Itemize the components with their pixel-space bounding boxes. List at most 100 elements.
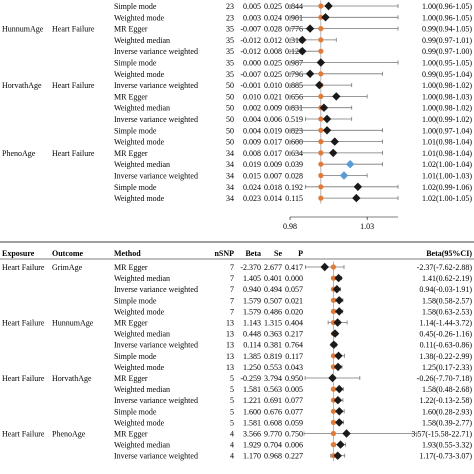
nsnp-value: 7 (230, 263, 234, 272)
p-value: 0.310 (285, 36, 303, 45)
method-label: MR Egger (114, 430, 148, 439)
beta-value: 0.004 (243, 126, 261, 135)
estimate-diamond (298, 35, 307, 45)
se-value: 0.010 (264, 81, 282, 90)
column-header: Beta (245, 249, 261, 258)
nsnp-value: 50 (226, 92, 234, 101)
beta-value: 1.581 (243, 385, 261, 394)
ci-text: 1.38(-0.22-2.99) (419, 352, 472, 361)
nsnp-value: 34 (226, 149, 234, 158)
beta-value: 1.385 (243, 352, 261, 361)
nsnp-value: 50 (226, 104, 234, 113)
ci-text: 1.58(0.39-2.77) (422, 418, 472, 427)
beta-value: 0.024 (243, 183, 261, 192)
nsnp-value: 35 (226, 36, 234, 45)
reference-dot (318, 184, 324, 190)
beta-value: 1.929 (243, 441, 261, 450)
nsnp-value: 13 (226, 352, 234, 361)
estimate-diamond (339, 171, 349, 180)
ci-text: 1.00(0.98-1.03) (422, 92, 472, 101)
nsnp-value: 7 (230, 296, 234, 305)
p-value: 0.656 (285, 92, 303, 101)
ci-text: 1.41(0.62-2.19) (422, 274, 472, 283)
reference-dot (330, 264, 337, 270)
nsnp-value: 35 (226, 47, 234, 56)
p-value: 0.776 (285, 25, 303, 34)
beta-value: 0.019 (243, 160, 261, 169)
p-value: 0.005 (285, 385, 303, 394)
outcome-label: GrimAge (52, 263, 83, 272)
reference-dot (318, 195, 324, 201)
beta-value: 0.940 (243, 285, 261, 294)
beta-value: 0.114 (243, 341, 261, 350)
estimate-diamond (315, 80, 324, 90)
nsnp-value: 50 (226, 126, 234, 135)
ci-text: 1.58(0.48-2.68) (422, 385, 472, 394)
estimate-diamond (335, 407, 344, 416)
beta-value: -2.370 (240, 263, 261, 272)
p-value: 0.417 (285, 263, 303, 272)
reference-dot (318, 139, 324, 145)
method-label: Inverse variance weighted (114, 341, 198, 350)
beta-value: 0.005 (243, 2, 261, 11)
se-value: 0.006 (264, 115, 282, 124)
reference-dot (330, 386, 337, 392)
estimate-diamond (332, 285, 342, 294)
se-value: 0.021 (264, 92, 282, 101)
exposure-label: HorvathAge (2, 81, 42, 90)
ci-text: 0.45(-0.26-1.16) (419, 330, 472, 339)
p-value: 0.021 (285, 296, 303, 305)
se-value: 0.007 (264, 172, 282, 181)
p-value: 0.115 (285, 194, 303, 203)
column-header: Method (114, 249, 141, 258)
outcome-label: Heart Failure (52, 25, 95, 34)
nsnp-value: 23 (226, 13, 234, 22)
nsnp-value: 35 (226, 59, 234, 68)
reference-dot (318, 3, 324, 9)
se-value: 9.770 (264, 430, 282, 439)
method-label: MR Egger (114, 92, 148, 101)
nsnp-value: 5 (230, 407, 234, 416)
p-value: 0.764 (285, 341, 303, 350)
column-header: Exposure (2, 249, 35, 258)
reference-dot (330, 453, 337, 459)
outcome-label: HorvathAge (52, 374, 92, 383)
estimate-diamond (330, 137, 339, 146)
se-value: 0.014 (264, 194, 282, 203)
estimate-diamond (322, 126, 332, 135)
method-label: MR Egger (114, 374, 148, 383)
se-value: 0.019 (264, 126, 282, 135)
se-value: 0.024 (264, 13, 282, 22)
reference-dot (318, 37, 324, 43)
se-value: 0.676 (264, 407, 282, 416)
nsnp-value: 35 (226, 70, 234, 79)
ci-text: 1.14(-1.44-3.72) (419, 319, 472, 328)
ci-text: 0.99(0.95-1.04) (422, 70, 472, 79)
se-value: 0.486 (264, 307, 282, 316)
se-value: 0.009 (264, 104, 282, 113)
reference-dot (318, 93, 324, 99)
column-header: Beta(95%CI) (426, 249, 472, 258)
ci-text: 1.00(0.96-1.05) (422, 13, 472, 22)
estimate-diamond (352, 193, 361, 203)
se-value: 0.025 (264, 2, 282, 11)
beta-value: 0.000 (243, 59, 261, 68)
se-value: 0.507 (264, 296, 282, 305)
estimate-diamond (333, 451, 342, 460)
beta-value: 3.566 (243, 430, 261, 439)
method-label: Weighted median (114, 441, 170, 450)
ci-text: 1.01(0.98-1.04) (422, 138, 472, 147)
ci-text: 1.02(0.99-1.06) (422, 183, 472, 192)
p-value: 0.831 (285, 104, 303, 113)
ci-text: 0.99(0.97-1.01) (422, 36, 472, 45)
reference-dot (330, 353, 337, 359)
beta-value: 1.250 (243, 363, 261, 372)
beta-value: 0.008 (243, 149, 261, 158)
p-value: 0.901 (285, 13, 303, 22)
beta-value: 0.023 (243, 194, 261, 203)
beta-value: 1.143 (243, 319, 261, 328)
method-label: Weighted median (114, 160, 170, 169)
ci-text: 1.00(0.98-1.02) (422, 104, 472, 113)
nsnp-value: 4 (230, 441, 234, 450)
